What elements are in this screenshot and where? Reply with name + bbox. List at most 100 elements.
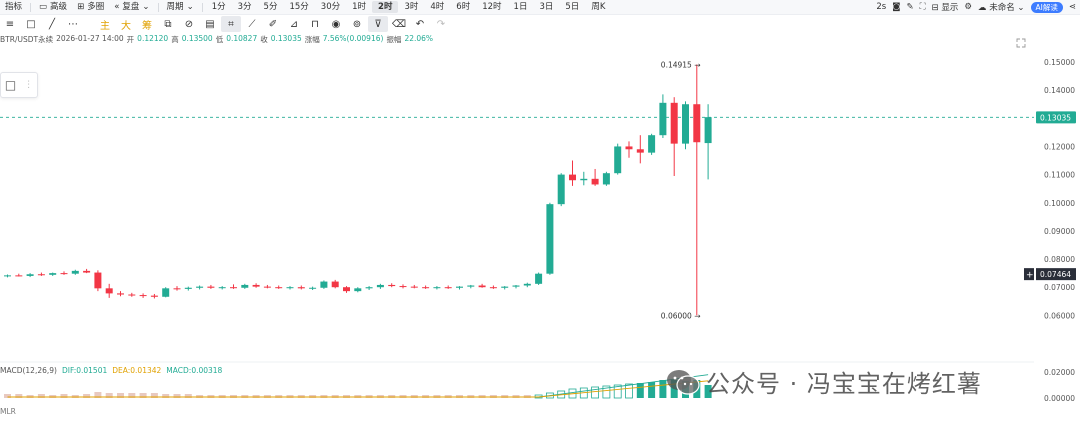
macd-histogram-bar [230, 395, 237, 398]
candle [60, 271, 68, 275]
candle-body [4, 275, 11, 277]
candle-body [105, 288, 113, 294]
candle-time: 2026-01-27 14:00 [56, 34, 124, 43]
grid-icon: ⊞ [77, 2, 85, 12]
candle-body [117, 293, 124, 295]
layers-icon[interactable]: ▤ [205, 18, 215, 30]
fullscreen-icon[interactable]: ⛶ [919, 2, 926, 12]
filter-icon[interactable]: ⊽ [368, 16, 388, 32]
edit-icon[interactable]: ✎ [906, 2, 914, 12]
macd-axis-label: 0.00000 [1044, 394, 1075, 403]
more-icon[interactable]: ⋯ [68, 18, 78, 30]
replay-menu[interactable]: «复盘 ⌄ [114, 2, 150, 12]
macd-histogram-bar [83, 394, 91, 398]
crosshair-icon[interactable]: ⌗ [221, 16, 241, 32]
macd-histogram-bar [4, 394, 11, 398]
ai-interpret-button[interactable]: AI解读 [1030, 1, 1063, 13]
interval-7[interactable]: 3时 [404, 2, 419, 12]
mlr-label: MLR [0, 407, 16, 416]
macd-histogram-bar [150, 393, 158, 398]
divider [84, 16, 94, 32]
price-axis-label: 0.15000 [1044, 58, 1075, 67]
candle [399, 284, 407, 289]
multi-chart-menu[interactable]: ⊞ 多圈 [77, 2, 105, 12]
redo-icon[interactable]: ↷ [436, 18, 446, 30]
share-icon[interactable]: ⋖ [1068, 2, 1076, 12]
macd-histogram-bar [275, 395, 283, 398]
candle [569, 160, 576, 186]
compare-icon[interactable]: ⧉ [164, 18, 172, 30]
magnet-icon[interactable]: ⊘ [184, 18, 194, 30]
dif-value: DIF:0.01501 [61, 366, 108, 375]
ruler-icon[interactable]: ⟋ [248, 18, 256, 30]
rectangle-icon[interactable]: □ [26, 18, 36, 30]
interval-4[interactable]: 30分 [320, 2, 341, 12]
interval-8[interactable]: 4时 [430, 2, 445, 12]
interval-14[interactable]: 周K [591, 2, 606, 12]
trash-icon[interactable]: ⌫ [391, 18, 407, 30]
undo-icon[interactable]: ↶ [415, 18, 425, 30]
candle-body [309, 287, 317, 289]
candle-body [230, 287, 237, 289]
lock-icon[interactable]: ⊓ [311, 18, 319, 30]
candle [309, 286, 317, 291]
drag-handle-icon[interactable]: ⋮ [24, 80, 34, 90]
candle [693, 64, 701, 316]
advanced-menu[interactable]: ▭ 高级 [39, 2, 68, 12]
line-icon[interactable]: ╱ [48, 18, 56, 30]
interval-2[interactable]: 5分 [263, 2, 278, 12]
measure-icon[interactable]: ⊿ [289, 18, 299, 30]
candle-body [636, 149, 644, 153]
macd-histogram-bar [263, 395, 271, 398]
display-menu[interactable]: ⊟ 显示 [931, 3, 959, 13]
floating-rectangle-tool[interactable]: □ ⋮ [0, 72, 38, 98]
candle-body [150, 295, 158, 297]
brush-icon[interactable]: ✐ [268, 18, 278, 30]
candle [410, 284, 418, 289]
chip-toggle[interactable]: 筹 [142, 20, 152, 32]
candle-body [512, 285, 520, 287]
camera-icon[interactable]: ◙ [892, 2, 901, 12]
candle-body [139, 295, 147, 297]
interval-13[interactable]: 5日 [565, 2, 580, 12]
candle [704, 104, 712, 180]
candle-body [580, 178, 588, 181]
macd-histogram-bar [94, 392, 102, 398]
eye-icon[interactable]: ◉ [331, 18, 341, 30]
interval-1[interactable]: 3分 [237, 2, 252, 12]
macd-histogram-bar [648, 382, 656, 398]
candle [37, 272, 45, 276]
macd-histogram-bar [388, 395, 396, 398]
candle-body [501, 286, 509, 288]
interval-10[interactable]: 12时 [482, 2, 502, 12]
candle-body [456, 286, 463, 288]
candle [388, 283, 396, 288]
interval-6[interactable]: 2时 [372, 1, 399, 13]
macd-histogram-bar [331, 395, 339, 398]
candle-body [275, 287, 283, 289]
indicators-menu[interactable]: 指标 [5, 2, 23, 12]
interval-5[interactable]: 1时 [352, 2, 367, 12]
macd-histogram-bar [173, 394, 181, 398]
macd-histogram-bar [241, 395, 249, 398]
settings-icon[interactable]: ⚙ [964, 2, 972, 12]
expand-icon[interactable] [1016, 38, 1026, 48]
big-toggle[interactable]: 大 [121, 20, 131, 32]
interval-0[interactable]: 1分 [211, 2, 226, 12]
period-menu[interactable]: 周期 ⌄ [166, 2, 194, 12]
interval-9[interactable]: 6时 [456, 2, 471, 12]
gauge-icon[interactable]: ⊚ [352, 18, 362, 30]
main-chart-toggle[interactable]: 主 [100, 20, 110, 32]
candle [478, 283, 486, 288]
interval-12[interactable]: 3日 [539, 2, 554, 12]
crosshair-price-tag [1036, 268, 1076, 281]
high-value: 0.13500 [181, 34, 213, 43]
interval-11[interactable]: 1日 [513, 2, 528, 12]
refresh-rate[interactable]: 2s [876, 2, 887, 12]
candle [648, 133, 656, 155]
layout-menu[interactable]: ☁ 未命名 ⌄ [977, 3, 1025, 13]
interval-3[interactable]: 15分 [289, 2, 309, 12]
price-axis-label: 0.11000 [1044, 171, 1075, 180]
menu-icon[interactable]: ≡ [5, 18, 15, 30]
